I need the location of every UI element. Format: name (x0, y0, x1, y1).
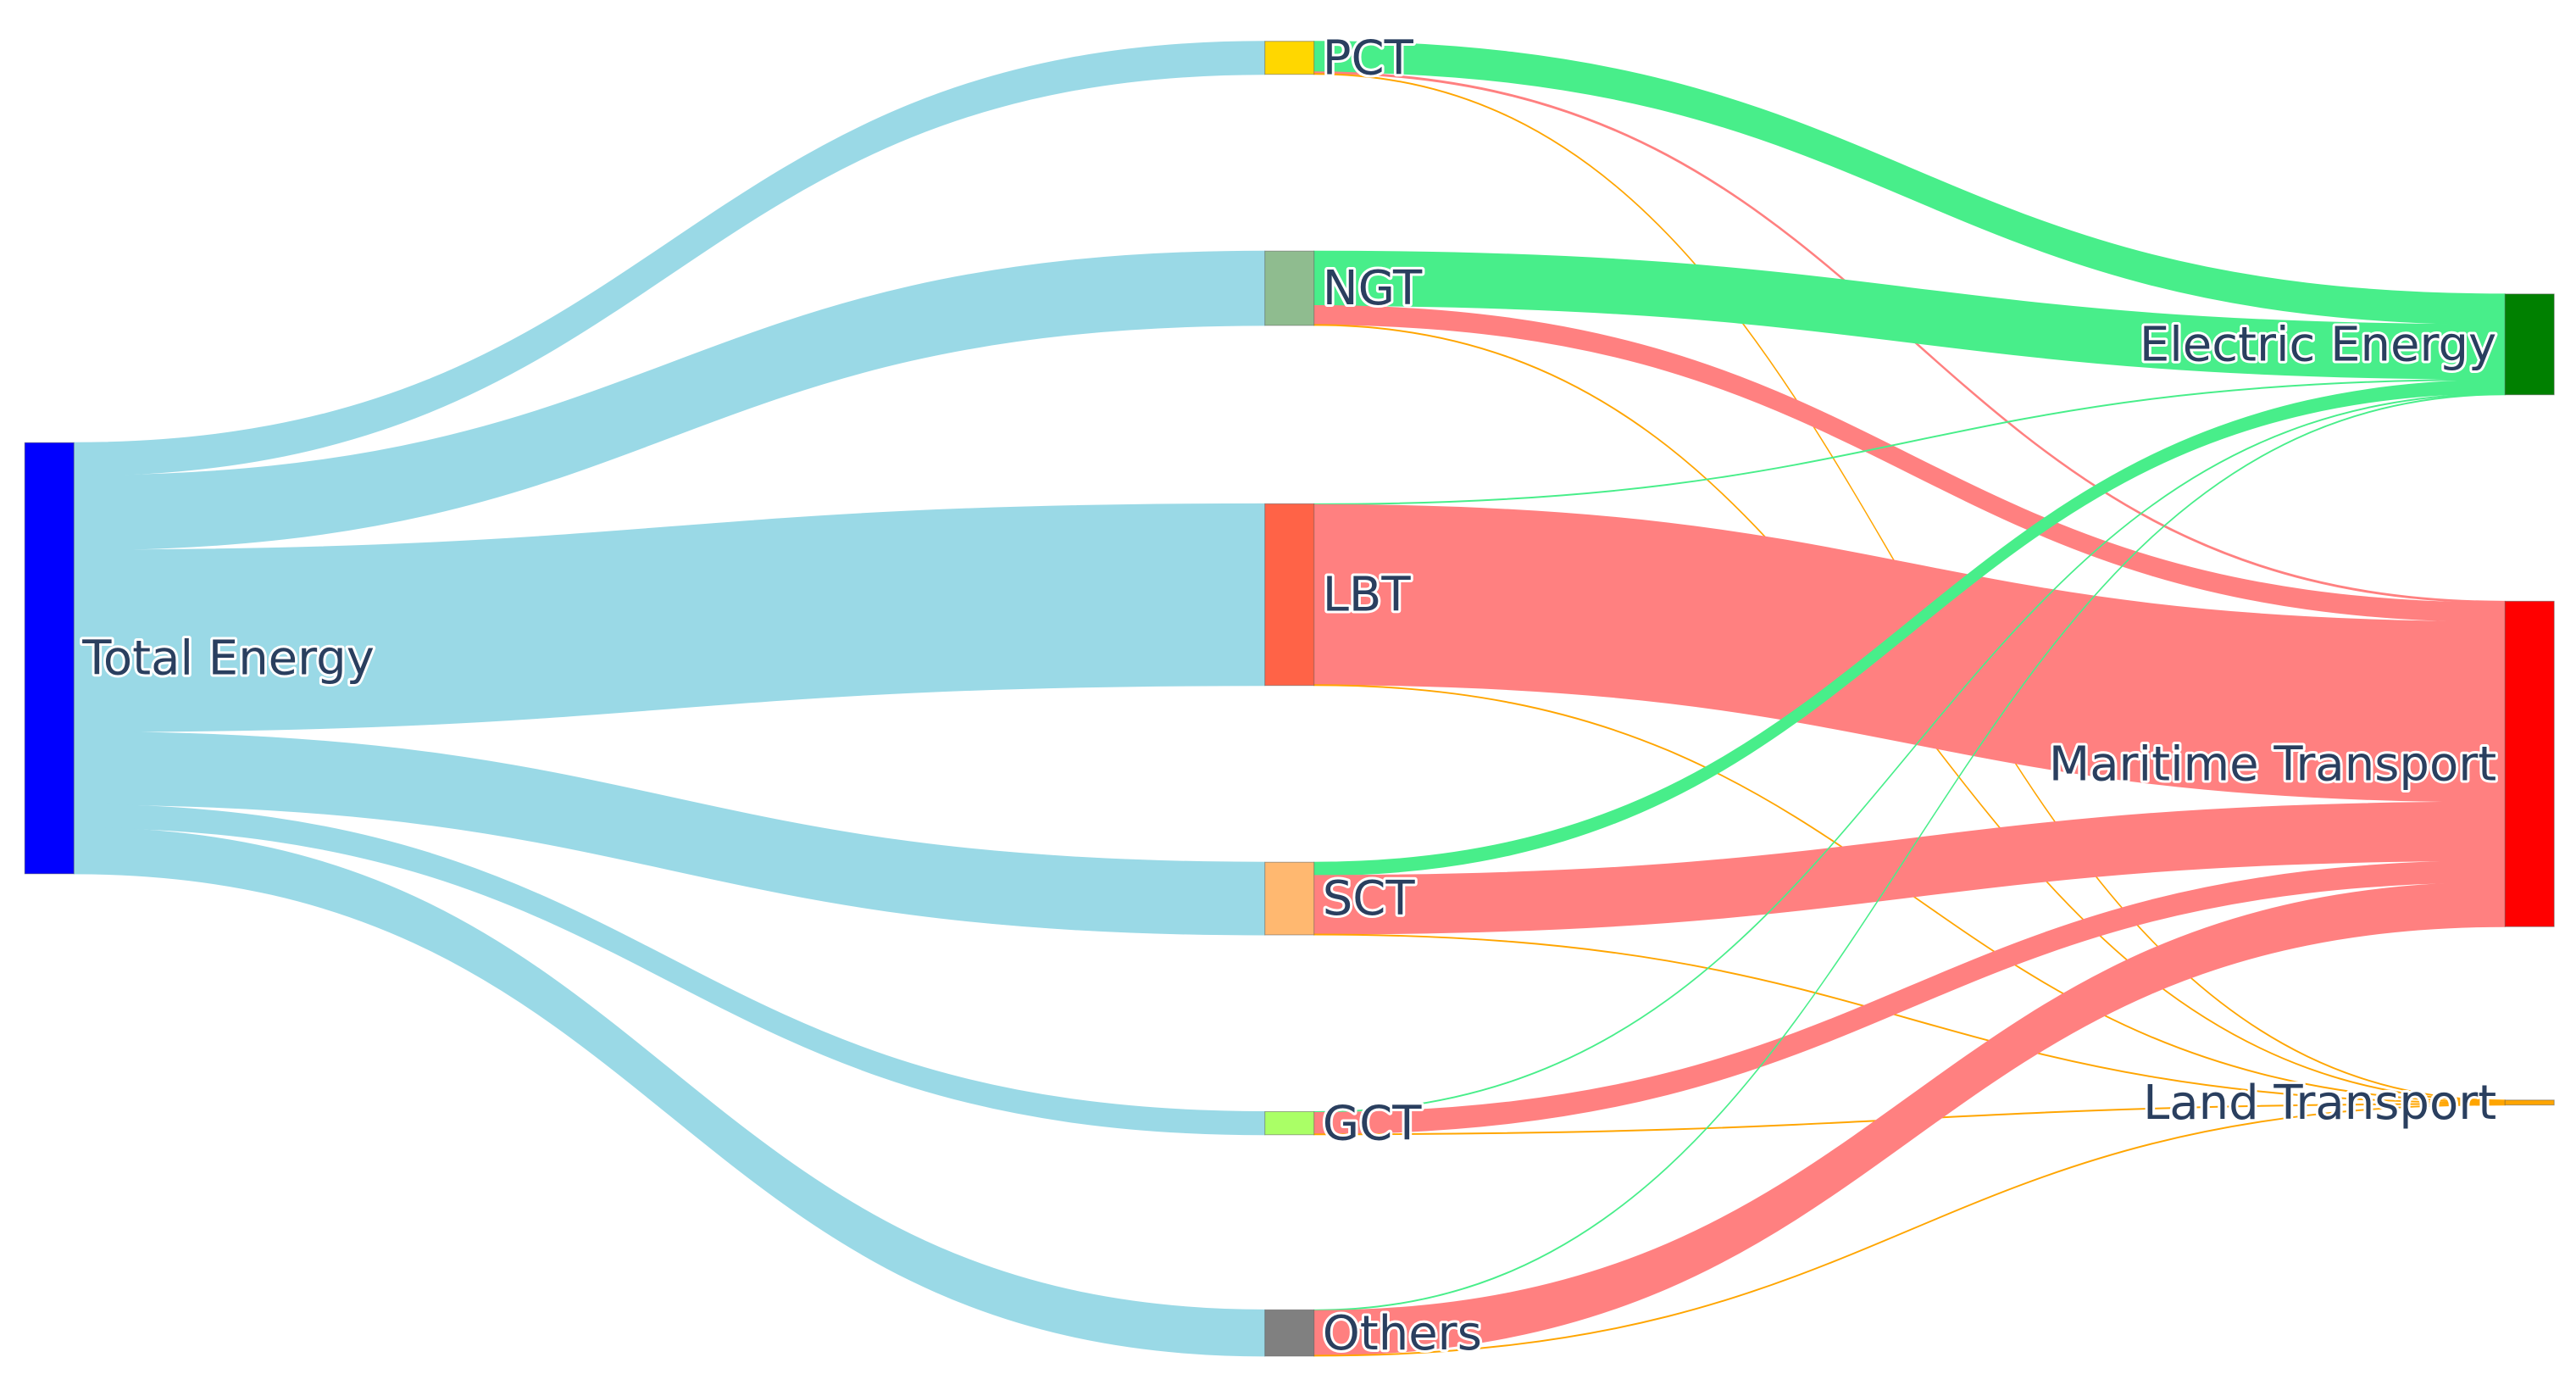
node-label: Land Transport (2143, 1076, 2496, 1131)
node-label: Maritime Transport (2049, 737, 2496, 792)
node-label: SCT (1323, 871, 1416, 926)
node (1264, 861, 1315, 936)
links (73, 41, 2506, 1357)
node-label: PCT (1323, 31, 1414, 86)
node-label: NGT (1323, 261, 1423, 316)
node-label: Others (1323, 1306, 1482, 1361)
node-label: GCT (1323, 1096, 1422, 1151)
labels: Total Energy PCT NGT LBT SCT GCT Others Electri… (79, 28, 2499, 1363)
node-label: LBT (1323, 568, 1412, 623)
node (1264, 41, 1315, 75)
node (24, 442, 75, 875)
node-label: Electric Energy (2140, 317, 2496, 372)
nodes (24, 41, 2555, 1357)
node (2504, 293, 2555, 396)
node (1264, 1309, 1315, 1357)
node (1264, 250, 1315, 326)
node (2504, 600, 2555, 927)
node-label: Total Energy (81, 631, 375, 687)
node (1264, 1110, 1315, 1136)
node (1264, 503, 1315, 687)
node (2504, 1099, 2555, 1106)
